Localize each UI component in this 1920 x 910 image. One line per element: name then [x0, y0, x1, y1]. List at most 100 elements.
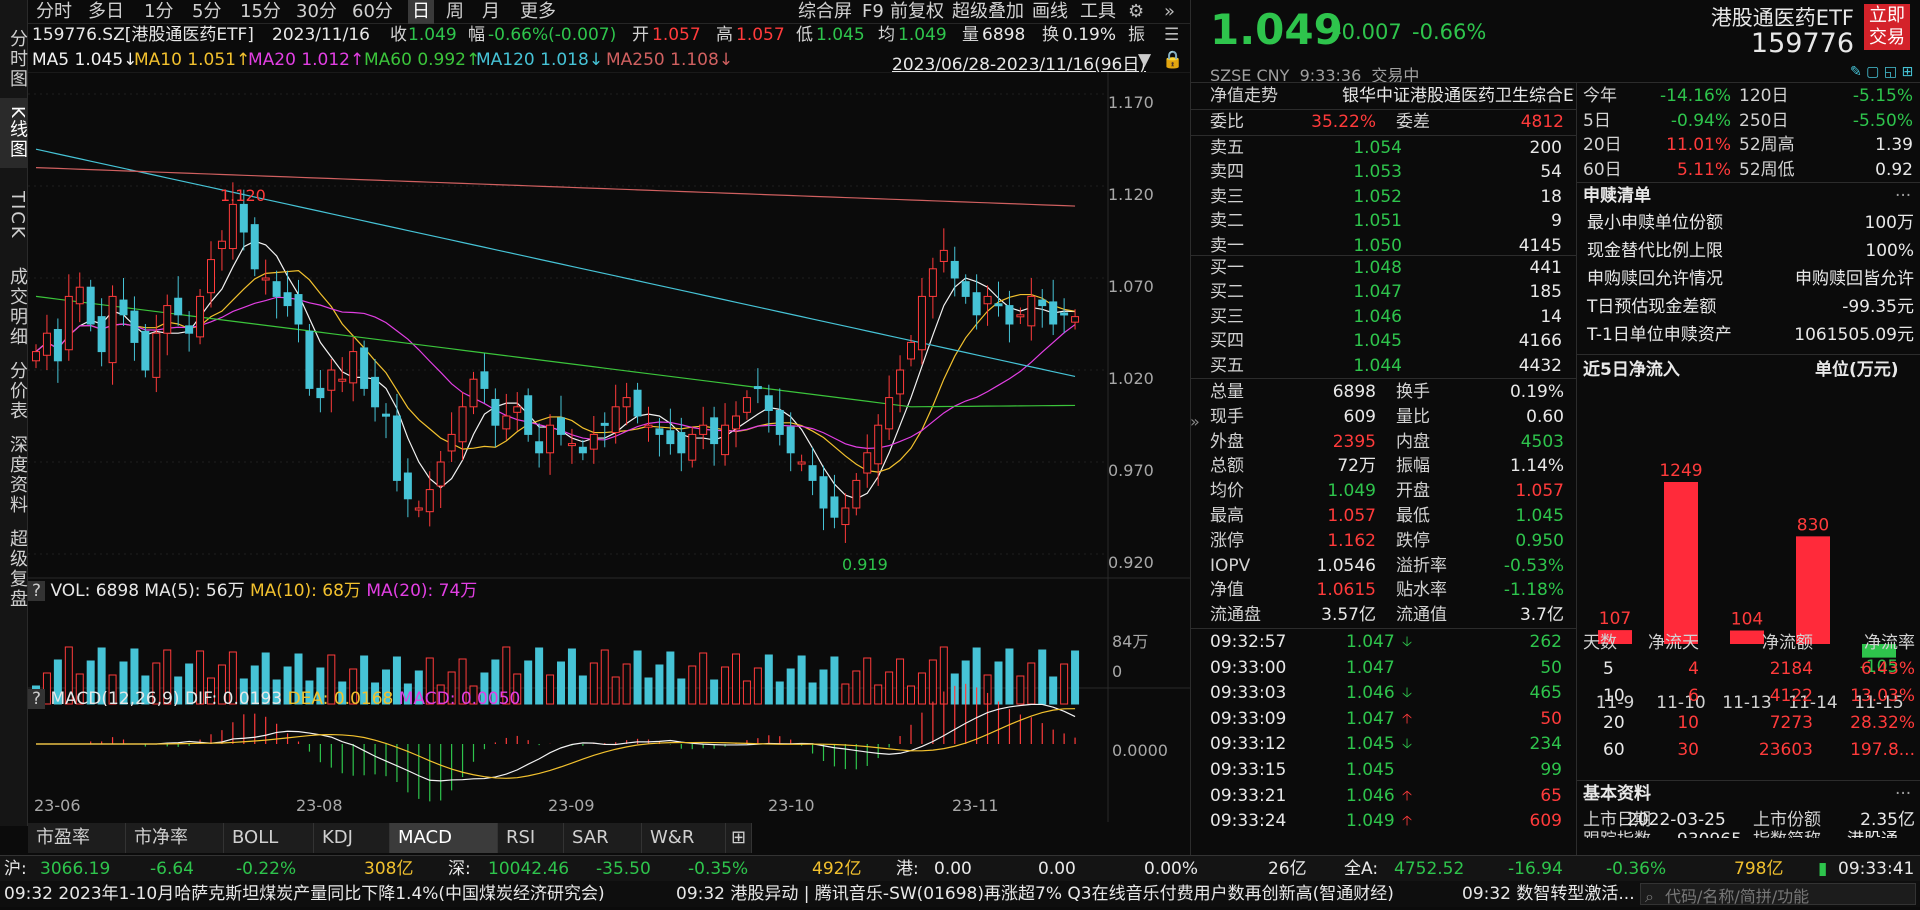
candle	[425, 471, 434, 527]
tab-kdj[interactable]: KDJ	[314, 823, 390, 853]
tab-sar[interactable]: SAR	[564, 823, 642, 853]
order-level[interactable]: 买一 1.048 441	[1190, 256, 1576, 280]
netflow-date-label: 11-14	[1788, 693, 1837, 712]
nav-tab-depth-info[interactable]: 深度资料	[7, 435, 28, 515]
candle	[732, 401, 740, 448]
candle	[207, 241, 215, 308]
indicator-tabs: 市盈率 市净率 BOLL KDJ MACD RSI SAR W&R ⊞	[28, 823, 752, 853]
volume-bar	[469, 685, 478, 705]
order-level[interactable]: 卖三 1.052 18	[1190, 185, 1576, 209]
volume-bar	[53, 659, 62, 705]
tab-wr[interactable]: W&R	[642, 823, 726, 853]
news-ticker: 09:32 2023年1-10月哈萨克斯坦煤炭产量同比下降1.4%(中国煤炭经济…	[0, 881, 1920, 907]
tab-macd[interactable]: MACD	[390, 823, 498, 853]
news-item[interactable]: 09:32 数智转型激活...	[1462, 884, 1635, 904]
news-item[interactable]: 09:32 2023年1-10月哈萨克斯坦煤炭产量同比下降1.4%(中国煤炭经济…	[4, 884, 605, 904]
order-level[interactable]: 卖二 1.051 9	[1190, 209, 1576, 233]
nav-tab-kline[interactable]: K线图	[0, 98, 28, 168]
date-range[interactable]: 2023/06/28-2023/11/16(96日)	[892, 55, 1146, 75]
volume-bar	[753, 667, 762, 705]
price-tick: 1.020	[1108, 369, 1154, 388]
volume-bar	[283, 666, 292, 705]
order-level[interactable]: 买三 1.046 14	[1190, 305, 1576, 329]
gear-icon[interactable]: ⚙	[1128, 1, 1145, 22]
level-label: 买一	[1210, 258, 1244, 278]
candle	[338, 357, 347, 393]
tab-rsi[interactable]: RSI	[498, 823, 564, 853]
sh-value[interactable]: 3066.19	[40, 859, 111, 879]
order-level[interactable]: 卖一 1.050 4145	[1190, 234, 1576, 258]
collapse-arrow-icon[interactable]: »	[1190, 412, 1200, 431]
nav-tab-price-table[interactable]: 分价表	[7, 361, 28, 421]
search-icon: ⌕	[1645, 887, 1654, 906]
search-input[interactable]: ⌕ 代码/名称/简拼/功能	[1640, 883, 1916, 906]
add-tab-icon[interactable]: ⊞	[726, 823, 752, 853]
level-price: 1.053	[1353, 162, 1402, 183]
table-header-cell: 净流额	[1762, 633, 1813, 653]
tab-boll[interactable]: BOLL	[224, 823, 314, 853]
subscribe-more[interactable]: ···	[1895, 186, 1912, 206]
candle	[885, 375, 894, 440]
period-more[interactable]: 更多	[520, 1, 556, 22]
news-item[interactable]: 09:32 港股异动 | 腾讯音乐-SW(01698)再涨超7% Q3在线音乐付…	[676, 884, 1394, 904]
tool-forward-adjust[interactable]: 前复权	[890, 1, 944, 22]
level-label: 卖一	[1210, 235, 1244, 256]
panel-window-icons[interactable]: ✎ ▢ ◱ ⊞	[1850, 64, 1914, 80]
volume-bar	[108, 674, 117, 705]
help-icon[interactable]: ?	[28, 689, 46, 709]
price-tick: 1.070	[1108, 277, 1154, 296]
candle	[64, 274, 73, 361]
hk-value[interactable]: 0.00	[934, 859, 972, 879]
help-icon[interactable]: ?	[28, 581, 46, 601]
nav-tab-trade-detail[interactable]: 成交明细	[7, 267, 28, 347]
order-level[interactable]: 买五 1.044 4432	[1190, 354, 1576, 378]
candle	[239, 189, 248, 251]
hk-change: 0.00	[1038, 859, 1076, 879]
table-cell: 2184	[1769, 659, 1813, 679]
stat-label: 净值	[1210, 580, 1244, 601]
qa-value[interactable]: 4752.52	[1394, 859, 1465, 879]
order-level[interactable]: 卖五 1.054 200	[1190, 136, 1576, 160]
volume-bar	[567, 648, 576, 705]
period-timeshare[interactable]: 分时	[36, 1, 72, 22]
tool-f9[interactable]: F9	[862, 1, 884, 22]
kline-chart-area[interactable]	[28, 72, 1190, 824]
period-30min[interactable]: 30分	[296, 1, 337, 22]
nav-tab-timeshare[interactable]: 分时图	[7, 29, 28, 89]
nav-trend-label[interactable]: 净值走势	[1210, 86, 1278, 106]
tool-tools[interactable]: 工具	[1080, 1, 1116, 22]
sz-value[interactable]: 10042.46	[488, 859, 570, 879]
lock-icon[interactable]: 🔒	[1162, 50, 1184, 70]
dropdown-triangle-icon[interactable]: ▼	[1138, 50, 1152, 70]
volume-bar	[917, 672, 926, 705]
volume-bar	[808, 682, 817, 705]
tool-draw-line[interactable]: 画线	[1032, 1, 1068, 22]
period-week[interactable]: 周	[446, 1, 464, 22]
period-60min[interactable]: 60分	[352, 1, 393, 22]
expand-icon[interactable]: »	[1164, 1, 1176, 22]
volume-bar	[272, 679, 281, 705]
stat-value: 1.0615	[1316, 580, 1376, 601]
basic-info-more[interactable]: ···	[1895, 784, 1912, 804]
tab-pb[interactable]: 市净率	[126, 823, 224, 853]
period-1min[interactable]: 1分	[144, 1, 174, 22]
period-multiday[interactable]: 多日	[88, 1, 124, 22]
order-level[interactable]: 买四 1.045 4166	[1190, 329, 1576, 353]
period-day[interactable]: 日	[408, 0, 434, 24]
order-level[interactable]: 买二 1.047 185	[1190, 280, 1576, 304]
nav-tab-tick[interactable]: TICK	[7, 190, 28, 240]
security-code: 159776.SZ[港股通医药ETF]	[32, 25, 254, 45]
tab-pe[interactable]: 市盈率	[28, 823, 126, 853]
tracking-index-label: 跟踪指数	[1583, 828, 1651, 838]
period-month[interactable]: 月	[482, 1, 500, 22]
period-15min[interactable]: 15分	[240, 1, 281, 22]
trade-now-button[interactable]: 立即交易	[1864, 4, 1910, 50]
period-5min[interactable]: 5分	[192, 1, 222, 22]
tool-composite-screen[interactable]: 综合屏	[798, 1, 852, 22]
menu-icon[interactable]: ☰	[1164, 25, 1180, 45]
subscribe-value: -99.35元	[1842, 297, 1914, 317]
candle	[305, 324, 314, 396]
tool-super-overlay[interactable]: 超级叠加	[952, 1, 1024, 22]
nav-tab-super-review[interactable]: 超级复盘	[7, 529, 28, 609]
order-level[interactable]: 卖四 1.053 54	[1190, 160, 1576, 184]
